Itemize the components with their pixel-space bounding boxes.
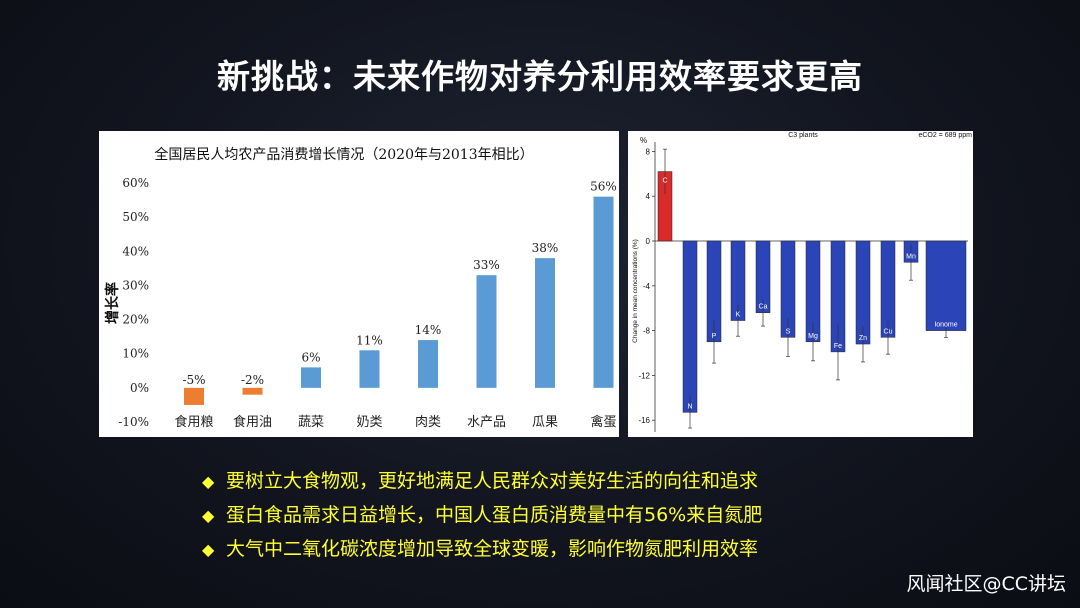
- y-tick-label: 30%: [122, 278, 149, 292]
- x-tick-labels: 食用粮 食用油 蔬菜 奶类 肉类 水产品 瓜果 禽蛋: [174, 414, 616, 430]
- bar-label: Mg: [808, 333, 818, 340]
- x-tick-label: 食用油: [233, 414, 272, 430]
- bullet-item: ◆ 要树立大食物观，更好地满足人民群众对美好生活的向往和追求: [202, 466, 922, 500]
- x-tick-label: 食用粮: [174, 414, 213, 430]
- data-labels: -5% -2% 6% 11% 14% 33% 38% 56%: [182, 180, 616, 387]
- bar-labels: C N P K Ca S Mg Fe Zn Cu Mn Ionome: [662, 178, 957, 411]
- watermark: 风闻社区@CC讲坛: [906, 573, 1066, 595]
- chart-title: 全国居民人均农产品消费增长情况（2020年与2013年相比）: [154, 146, 533, 163]
- bullet-item: ◆ 大气中二氧化碳浓度增加导致全球变暖，影响作物氮肥利用效率: [202, 534, 922, 568]
- bullet-text: 蛋白食品需求日益增长，中国人蛋白质消费量中有56%来自氮肥: [226, 504, 763, 526]
- bar: [593, 196, 614, 388]
- c3-plants-chart: % C3 plants eCO2 = 689 ppm Change in mea…: [628, 131, 973, 437]
- bar: [301, 367, 321, 388]
- y-axis-label: Change in mean concentrations (%): [632, 239, 639, 343]
- y-tick-labels: 60% 50% 40% 30% 20% 10% 0% -10%: [118, 176, 149, 429]
- bar: [476, 275, 497, 388]
- y-tick-label: -10%: [118, 415, 149, 429]
- y-axis-label: 增长率: [104, 282, 121, 324]
- bar: [359, 350, 380, 388]
- error-bars: [663, 148, 948, 429]
- y-tick-label: 0: [646, 237, 651, 246]
- consumption-growth-chart: 全国居民人均农产品消费增长情况（2020年与2013年相比） 增长率 60% 50…: [99, 131, 619, 437]
- y-tick-label: -16: [638, 416, 650, 425]
- bar-label: Fe: [834, 343, 842, 350]
- bar-label: Zn: [859, 335, 867, 342]
- data-label: 14%: [415, 323, 442, 337]
- bar-label: S: [786, 328, 791, 335]
- x-tick-label: 蔬菜: [298, 415, 324, 430]
- data-label: 33%: [473, 258, 500, 272]
- data-label: 11%: [356, 333, 383, 347]
- bar-label: Cu: [884, 328, 893, 335]
- x-tick-label: 水产品: [467, 415, 506, 430]
- y-tick-label: -12: [638, 371, 650, 380]
- bar-label: Ionome: [934, 322, 957, 329]
- x-tick-label: 禽蛋: [590, 414, 616, 430]
- bar-label: N: [687, 403, 692, 410]
- y-tick-label: 4: [646, 192, 651, 201]
- bars: [657, 171, 967, 413]
- data-label: -2%: [241, 373, 264, 387]
- diamond-bullet-icon: ◆: [202, 472, 215, 491]
- diamond-bullet-icon: ◆: [202, 506, 215, 525]
- bar: [242, 387, 263, 395]
- bar: [418, 340, 438, 388]
- y-tick-labels: 8 4 0 -4 -8 -12 -16: [638, 147, 655, 425]
- bullet-text: 要树立大食物观，更好地满足人民群众对美好生活的向往和追求: [226, 470, 759, 492]
- y-tick-label: 20%: [122, 313, 149, 327]
- chart-title: C3 plants: [788, 132, 818, 139]
- y-tick-label: 40%: [122, 244, 149, 258]
- bullet-item: ◆ 蛋白食品需求日益增长，中国人蛋白质消费量中有56%来自氮肥: [202, 500, 922, 534]
- slide-title: 新挑战：未来作物对养分利用效率要求更高: [217, 57, 863, 96]
- data-label: 56%: [590, 180, 617, 194]
- bar-label: C: [662, 178, 667, 185]
- bar-label: Mn: [906, 253, 916, 260]
- bullet-list: ◆ 要树立大食物观，更好地满足人民群众对美好生活的向往和追求 ◆ 蛋白食品需求日益增…: [202, 466, 922, 568]
- co2-annotation: eCO2 = 689 ppm: [918, 132, 972, 139]
- bullet-text: 大气中二氧化碳浓度增加导致全球变暖，影响作物氮肥利用效率: [226, 538, 759, 560]
- y-tick-label: -4: [643, 282, 651, 291]
- y-tick-label: 60%: [122, 176, 149, 190]
- bar: [682, 240, 698, 413]
- consumption-growth-chart-svg: 全国居民人均农产品消费增长情况（2020年与2013年相比） 增长率 60% 50…: [104, 146, 617, 430]
- data-label: 38%: [532, 241, 559, 255]
- c3-plants-chart-svg: % C3 plants eCO2 = 689 ppm Change in mea…: [632, 132, 972, 432]
- y-tick-label: -8: [643, 327, 651, 336]
- bar-label: P: [712, 333, 717, 340]
- diamond-bullet-icon: ◆: [202, 540, 215, 559]
- bar-label: Ca: [759, 304, 768, 311]
- bar: [925, 240, 967, 331]
- x-tick-label: 瓜果: [532, 415, 558, 430]
- y-tick-label: 0%: [130, 381, 149, 395]
- bars: [184, 196, 614, 405]
- bar: [184, 387, 204, 405]
- bar-label: K: [736, 312, 741, 319]
- y-tick-label: 50%: [122, 210, 149, 224]
- data-label: 6%: [301, 350, 320, 364]
- data-label: -5%: [182, 373, 205, 387]
- x-tick-label: 奶类: [356, 415, 382, 430]
- y-tick-label: 10%: [122, 347, 149, 361]
- y-unit-label: %: [640, 136, 647, 145]
- y-tick-label: 8: [646, 147, 651, 156]
- x-tick-label: 肉类: [415, 415, 441, 430]
- bar: [535, 258, 555, 388]
